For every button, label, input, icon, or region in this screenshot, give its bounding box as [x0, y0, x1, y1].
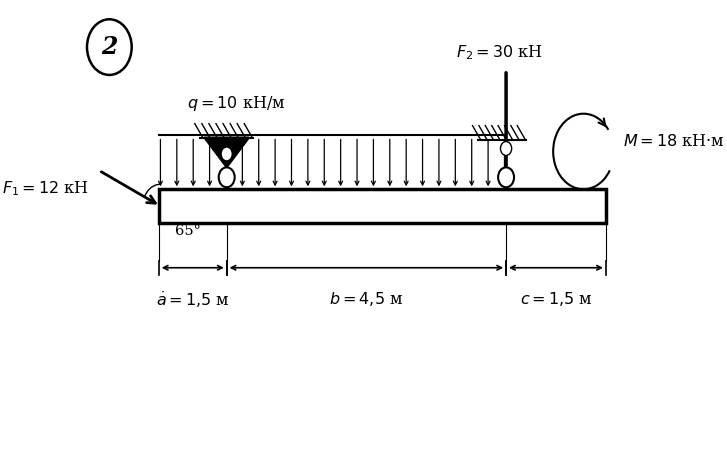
Bar	[158, 189, 606, 223]
Circle shape	[221, 147, 232, 161]
Text: $q = 10$ кН/м: $q = 10$ кН/м	[187, 94, 285, 113]
Text: $F_2 = 30$ кН: $F_2 = 30$ кН	[457, 43, 543, 62]
Text: 65°: 65°	[174, 224, 201, 238]
Text: $\dot{a} = 1{,}5$ м: $\dot{a} = 1{,}5$ м	[156, 290, 230, 310]
Text: $b = 4{,}5$ м: $b = 4{,}5$ м	[329, 290, 403, 308]
Circle shape	[498, 167, 514, 187]
Text: $F_1 = 12$ кН: $F_1 = 12$ кН	[2, 179, 89, 198]
Circle shape	[87, 19, 132, 75]
Circle shape	[500, 142, 512, 156]
Text: $c = 1{,}5$ м: $c = 1{,}5$ м	[520, 290, 593, 308]
Text: 2: 2	[101, 35, 118, 59]
Circle shape	[219, 167, 235, 187]
Polygon shape	[204, 138, 249, 167]
Text: $M = 18$ кН·м: $M = 18$ кН·м	[624, 133, 726, 150]
